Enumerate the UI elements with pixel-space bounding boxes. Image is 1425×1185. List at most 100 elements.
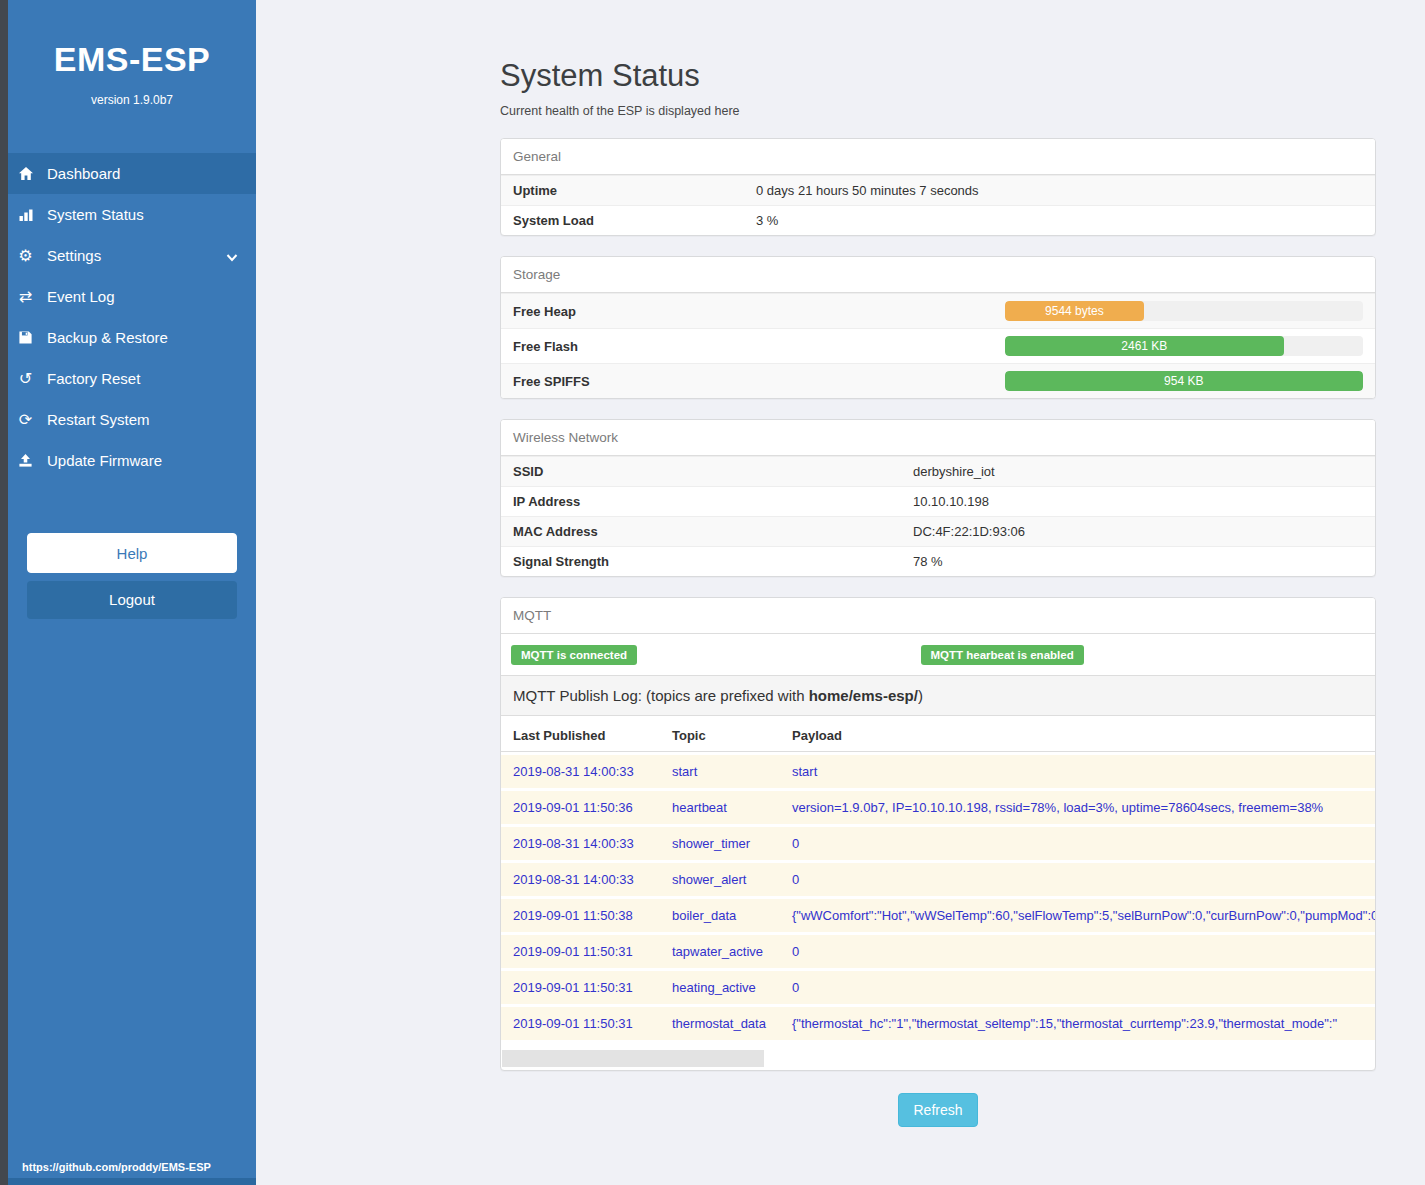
mqtt-badges-row: MQTT is connected MQTT hearbeat is enabl… (501, 634, 1375, 675)
cell-last-published: 2019-09-01 11:50:31 (501, 971, 660, 1004)
sidebar-item-label: System Status (47, 206, 144, 223)
free-heap-row: Free Heap 9544 bytes (501, 293, 1375, 328)
system-load-label: System Load (513, 213, 756, 228)
cell-last-published: 2019-09-01 11:50:36 (501, 791, 660, 824)
sidebar-item-factory-reset[interactable]: ↺ Factory Reset (8, 358, 256, 399)
column-header-payload: Payload (780, 719, 1375, 752)
publish-log-suffix: ) (918, 687, 923, 704)
cell-last-published: 2019-09-01 11:50:38 (501, 899, 660, 932)
app-version: version 1.9.0b7 (8, 93, 256, 107)
refresh-icon: ⟳ (17, 411, 34, 428)
sidebar-item-system-status[interactable]: System Status (8, 194, 256, 235)
table-row: 2019-09-01 11:50:31 heating_active 0 (501, 971, 1375, 1004)
upload-icon (17, 452, 34, 469)
cell-topic: start (660, 755, 780, 788)
help-button[interactable]: Help (27, 533, 237, 573)
sidebar-footer-url[interactable]: https://github.com/proddy/EMS-ESP (22, 1161, 211, 1173)
storage-panel: Storage Free Heap 9544 bytes Free Flash … (500, 256, 1376, 399)
cell-topic: heating_active (660, 971, 780, 1004)
system-load-row: System Load 3 % (501, 205, 1375, 235)
sidebar-item-dashboard[interactable]: Dashboard (0, 153, 256, 194)
mqtt-publish-log-heading: MQTT Publish Log: (topics are prefixed w… (501, 675, 1375, 716)
wireless-panel-title: Wireless Network (501, 420, 1375, 456)
table-row: 2019-09-01 11:50:36 heartbeat version=1.… (501, 791, 1375, 824)
sidebar: EMS-ESP version 1.9.0b7 Dashboard Syst (0, 0, 256, 1185)
storage-panel-title: Storage (501, 257, 1375, 293)
sidebar-nav: Dashboard System Status ⚙ Settings (8, 153, 256, 481)
signal-strength-value: 78 % (913, 554, 943, 569)
sidebar-item-label: Event Log (47, 288, 115, 305)
main-content: System Status Current health of the ESP … (500, 0, 1376, 1127)
refresh-button[interactable]: Refresh (898, 1093, 977, 1127)
general-panel: General Uptime 0 days 21 hours 50 minute… (500, 138, 1376, 236)
home-icon (17, 165, 34, 182)
uptime-value: 0 days 21 hours 50 minutes 7 seconds (756, 183, 979, 198)
signal-strength-row: Signal Strength 78 % (501, 546, 1375, 576)
free-spiffs-row: Free SPIFFS 954 KB (501, 363, 1375, 398)
free-heap-bar: 9544 bytes (1005, 301, 1145, 321)
free-spiffs-label: Free SPIFFS (513, 374, 1005, 389)
sidebar-item-label: Backup & Restore (47, 329, 168, 346)
free-spiffs-bar-track: 954 KB (1005, 371, 1363, 391)
ip-address-label: IP Address (513, 494, 913, 509)
mqtt-log-table-wrap: Last Published Topic Payload 2019-08-31 … (501, 716, 1375, 1070)
column-header-last-published: Last Published (501, 719, 660, 752)
sidebar-item-label: Dashboard (47, 165, 120, 182)
chart-icon (17, 206, 34, 223)
sidebar-item-label: Update Firmware (47, 452, 162, 469)
free-flash-bar: 2461 KB (1005, 336, 1285, 356)
cell-topic: thermostat_data (660, 1007, 780, 1040)
horizontal-scrollbar-thumb[interactable] (502, 1050, 764, 1067)
table-row: 2019-09-01 11:50:31 tapwater_active 0 (501, 935, 1375, 968)
free-heap-label: Free Heap (513, 304, 1005, 319)
sidebar-item-label: Restart System (47, 411, 150, 428)
wireless-panel: Wireless Network SSID derbyshire_iot IP … (500, 419, 1376, 577)
page-title: System Status (500, 58, 1376, 94)
cell-payload: 0 (780, 971, 1375, 1004)
signal-strength-label: Signal Strength (513, 554, 913, 569)
gear-icon: ⚙ (17, 247, 34, 264)
cell-payload: start (780, 755, 1375, 788)
cell-last-published: 2019-09-01 11:50:31 (501, 1007, 660, 1040)
cell-payload: 0 (780, 827, 1375, 860)
sidebar-item-restart-system[interactable]: ⟳ Restart System (8, 399, 256, 440)
mqtt-panel-title: MQTT (501, 598, 1375, 634)
sidebar-item-settings[interactable]: ⚙ Settings (8, 235, 256, 276)
table-row: 2019-09-01 11:50:31 thermostat_data {"th… (501, 1007, 1375, 1040)
cell-last-published: 2019-08-31 14:00:33 (501, 827, 660, 860)
column-header-topic: Topic (660, 719, 780, 752)
cell-payload: 0 (780, 935, 1375, 968)
mqtt-log-table: Last Published Topic Payload 2019-08-31 … (501, 716, 1375, 1043)
ip-address-row: IP Address 10.10.10.198 (501, 486, 1375, 516)
sidebar-item-label: Factory Reset (47, 370, 140, 387)
general-panel-title: General (501, 139, 1375, 175)
save-icon (17, 329, 34, 346)
sidebar-item-update-firmware[interactable]: Update Firmware (8, 440, 256, 481)
uptime-row: Uptime 0 days 21 hours 50 minutes 7 seco… (501, 175, 1375, 205)
free-flash-bar-track: 2461 KB (1005, 336, 1363, 356)
ssid-value: derbyshire_iot (913, 464, 995, 479)
cell-payload: {"wWComfort":"Hot","wWSelTemp":60,"selFl… (780, 899, 1375, 932)
sidebar-item-backup-restore[interactable]: Backup & Restore (8, 317, 256, 358)
cell-topic: shower_alert (660, 863, 780, 896)
mac-address-value: DC:4F:22:1D:93:06 (913, 524, 1025, 539)
sidebar-item-event-log[interactable]: ⇄ Event Log (8, 276, 256, 317)
publish-log-topic-prefix: home/ems-esp/ (809, 687, 918, 704)
mqtt-connected-badge: MQTT is connected (511, 645, 637, 665)
mqtt-panel: MQTT MQTT is connected MQTT hearbeat is … (500, 597, 1376, 1071)
publish-log-prefix: MQTT Publish Log: (topics are prefixed w… (513, 687, 809, 704)
cell-payload: version=1.9.0b7, IP=10.10.10.198, rssid=… (780, 791, 1375, 824)
table-row: 2019-09-01 11:50:38 boiler_data {"wWComf… (501, 899, 1375, 932)
ssid-row: SSID derbyshire_iot (501, 456, 1375, 486)
page-subtitle: Current health of the ESP is displayed h… (500, 104, 1376, 118)
mac-address-row: MAC Address DC:4F:22:1D:93:06 (501, 516, 1375, 546)
cell-topic: heartbeat (660, 791, 780, 824)
cell-last-published: 2019-08-31 14:00:33 (501, 863, 660, 896)
cell-last-published: 2019-09-01 11:50:31 (501, 935, 660, 968)
cell-topic: shower_timer (660, 827, 780, 860)
logout-button[interactable]: Logout (27, 581, 237, 619)
cell-last-published: 2019-08-31 14:00:33 (501, 755, 660, 788)
table-row: 2019-08-31 14:00:33 start start (501, 755, 1375, 788)
app-title: EMS-ESP (8, 40, 256, 79)
sidebar-item-label: Settings (47, 247, 101, 264)
